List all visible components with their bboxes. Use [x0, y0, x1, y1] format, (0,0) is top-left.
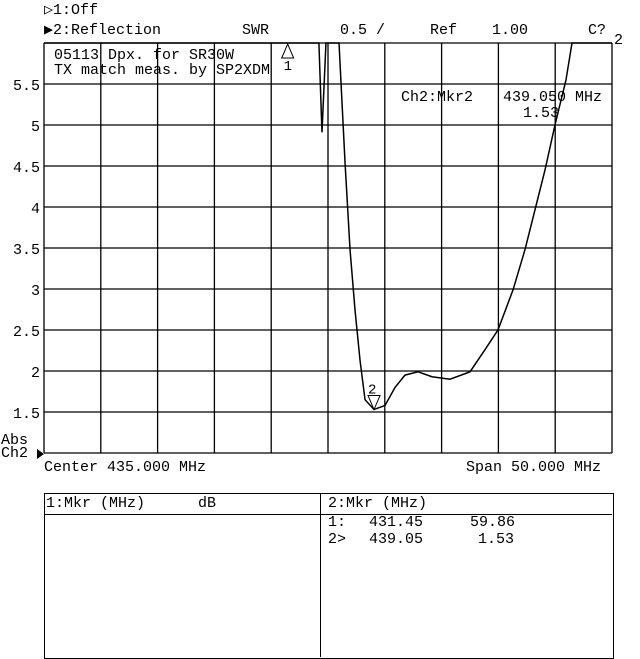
channel-label: Ch2	[1, 445, 29, 462]
scale-label: 0.5 /	[340, 22, 386, 39]
active-channel-arrow-icon	[37, 449, 44, 459]
swr-trace	[44, 42, 612, 411]
annotation-line1: 05113 Dpx. for SR30W	[54, 47, 235, 64]
y-tick-label: 2	[31, 365, 40, 382]
left-table-unit: dB	[198, 495, 217, 512]
abs-label: Abs	[1, 432, 29, 449]
marker-readout-label: Ch2:Mkr2	[401, 89, 474, 106]
table-row-value: 1.53	[478, 531, 515, 548]
table-row-freq: 431.45	[369, 514, 424, 531]
y-tick-label: 3.5	[13, 242, 40, 259]
y-tick-label: 3	[31, 283, 40, 300]
cal-sub: 2	[614, 32, 624, 49]
marker-1-icon	[280, 42, 295, 59]
y-tick-label: 5	[31, 119, 40, 136]
y-tick-label: 1.5	[13, 406, 40, 423]
table-divider	[320, 493, 321, 657]
right-table-header: 2:Mkr (MHz)	[328, 495, 428, 512]
marker-2-label: 2	[368, 383, 376, 399]
table-header-divider	[44, 514, 612, 515]
y-tick-label: 2.5	[13, 324, 40, 341]
annotation-line2: TX match meas. by SP2XDM	[54, 62, 271, 79]
center-frequency: Center 435.000 MHz	[44, 459, 207, 476]
y-tick-label: 5.5	[13, 78, 40, 95]
channel2-status: ▶2:Reflection	[44, 22, 162, 39]
format-label: SWR	[242, 22, 270, 39]
ref-label: Ref	[430, 22, 458, 39]
marker-readout-freq: 439.050 MHz	[503, 89, 603, 106]
table-row-value: 59.86	[470, 514, 516, 531]
y-tick-label: 4.5	[13, 160, 40, 177]
y-tick-label: 4	[31, 201, 40, 218]
table-row-id: 1:	[328, 514, 347, 531]
cal-status: C?	[588, 22, 607, 39]
marker-readout-value: 1.53	[523, 105, 560, 122]
marker-1-label: 1	[284, 59, 292, 75]
ref-value: 1.00	[492, 22, 529, 39]
swr-chart: 5.5 5 4.5 4 3.5 3 2.5 2 1.5 1 2	[13, 42, 613, 459]
channel1-status: ▷1:Off	[44, 2, 99, 19]
table-row-freq: 439.05	[369, 531, 424, 548]
marker-2-icon	[367, 395, 381, 411]
table-row-id: 2>	[328, 531, 347, 548]
span-frequency: Span 50.000 MHz	[466, 459, 602, 476]
left-table-header: 1:Mkr (MHz)	[46, 495, 146, 512]
